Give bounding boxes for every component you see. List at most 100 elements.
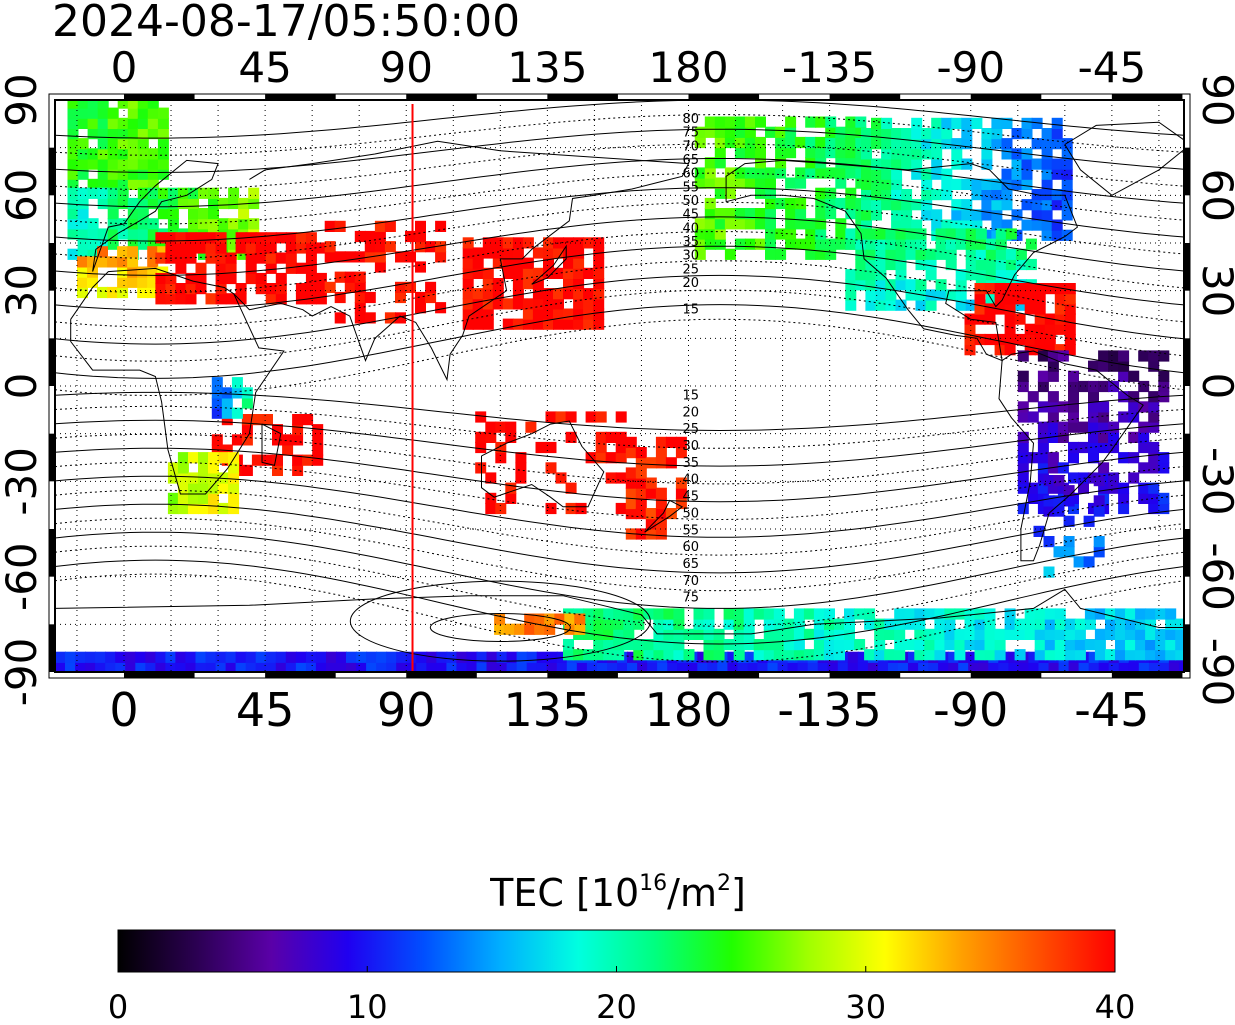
- tec-cell: [605, 431, 617, 443]
- tec-cell: [235, 293, 247, 305]
- tec-cell: [1041, 229, 1053, 241]
- tec-cell: [915, 238, 927, 250]
- right-lat-label: 0: [1193, 373, 1235, 400]
- tec-cell: [218, 452, 230, 464]
- tec-cell: [245, 252, 257, 264]
- tec-cell: [984, 649, 996, 661]
- tec-cell: [763, 618, 775, 630]
- tec-cell: [885, 299, 897, 311]
- contour-label: 25: [682, 422, 699, 437]
- tec-cell: [724, 208, 736, 220]
- tec-cell: [305, 651, 317, 663]
- tec-cell: [743, 639, 755, 651]
- tec-cell: [137, 117, 149, 129]
- tec-cell: [824, 649, 835, 661]
- tec-cell: [793, 649, 805, 661]
- tec-cell: [583, 618, 595, 630]
- tec-cell: [824, 628, 835, 640]
- tec-cell: [1034, 333, 1046, 346]
- tec-cell: [888, 661, 899, 672]
- tec-cell: [911, 117, 923, 129]
- tec-cell: [1088, 411, 1099, 423]
- tec-cell: [941, 219, 953, 231]
- tec-cell: [704, 197, 716, 210]
- tec-cell: [295, 661, 307, 672]
- tec-cell: [723, 618, 735, 630]
- tec-cell: [925, 299, 937, 311]
- tec-cell: [595, 411, 607, 423]
- tec-cell: [755, 238, 766, 250]
- tec-cell: [934, 608, 946, 620]
- tec-cell: [1047, 452, 1059, 464]
- tec-cell: [262, 454, 273, 466]
- tec-cell: [177, 492, 189, 504]
- tec-cell: [724, 177, 736, 189]
- tec-cell: [472, 318, 484, 330]
- tec-cell: [763, 649, 775, 661]
- tec-cell: [55, 661, 66, 672]
- tec-cell: [305, 252, 317, 264]
- tec-cell: [67, 100, 79, 109]
- tec-cell: [107, 228, 119, 240]
- tec-cell: [147, 187, 159, 199]
- tec-cell: [475, 431, 487, 443]
- tec-cell: [195, 283, 207, 295]
- frame-border-bars: [49, 94, 1190, 678]
- tec-cell: [895, 258, 907, 271]
- tec-cell: [1037, 370, 1049, 382]
- tec-cell: [137, 286, 149, 299]
- tec-cell: [904, 618, 916, 630]
- tec-cell: [961, 199, 973, 211]
- tec-cell: [1041, 219, 1053, 231]
- tec-cell: [857, 661, 869, 672]
- tec-cell: [1068, 661, 1080, 672]
- tec-cell: [97, 100, 109, 109]
- tec-cell: [964, 608, 976, 620]
- tec-cell: [825, 167, 837, 179]
- tec-cell: [815, 248, 827, 260]
- tec-cell: [127, 138, 139, 150]
- tec-cell: [462, 318, 474, 330]
- tec-cell: [77, 256, 88, 268]
- tec-cell: [77, 197, 89, 210]
- tec-cell: [496, 651, 508, 663]
- tec-cell: [1028, 651, 1040, 663]
- tec-cell: [824, 608, 835, 620]
- tec-cell: [1138, 380, 1150, 393]
- tec-cell: [954, 649, 966, 661]
- tec-cell: [543, 247, 554, 259]
- tec-cell: [934, 628, 946, 640]
- tec-cell: [931, 148, 943, 160]
- tec-cell: [981, 209, 993, 221]
- tec-cell: [904, 608, 916, 620]
- tec-cell: [835, 136, 847, 149]
- tec-cell: [724, 136, 736, 149]
- tec-cell: [165, 283, 177, 295]
- tec-cell: [637, 661, 649, 672]
- tec-cell: [623, 618, 635, 630]
- tec-cell: [1118, 370, 1130, 382]
- tec-cell: [573, 257, 585, 269]
- tec-cell: [1005, 269, 1017, 281]
- tec-cell: [175, 262, 187, 274]
- tec-cell: [965, 238, 977, 250]
- tec-cell: [1125, 628, 1136, 640]
- contour-label: 65: [682, 557, 699, 572]
- tec-cell: [147, 148, 159, 160]
- tec-cell: [1017, 401, 1029, 413]
- tec-cell: [285, 242, 297, 254]
- contour-label: 20: [682, 405, 699, 420]
- tec-cell: [107, 128, 119, 140]
- tec-cell: [245, 661, 257, 672]
- tec-cell: [231, 387, 243, 399]
- tec-cell: [991, 189, 1003, 201]
- tec-cell: [881, 158, 893, 170]
- tec-cell: [744, 238, 756, 250]
- tec-cell: [117, 168, 129, 180]
- tec-cell: [405, 251, 416, 263]
- tec-cell: [855, 177, 867, 189]
- tec-cell: [165, 651, 177, 663]
- tec-cell: [77, 208, 89, 220]
- tec-cell: [486, 651, 498, 663]
- tec-cell: [245, 272, 257, 285]
